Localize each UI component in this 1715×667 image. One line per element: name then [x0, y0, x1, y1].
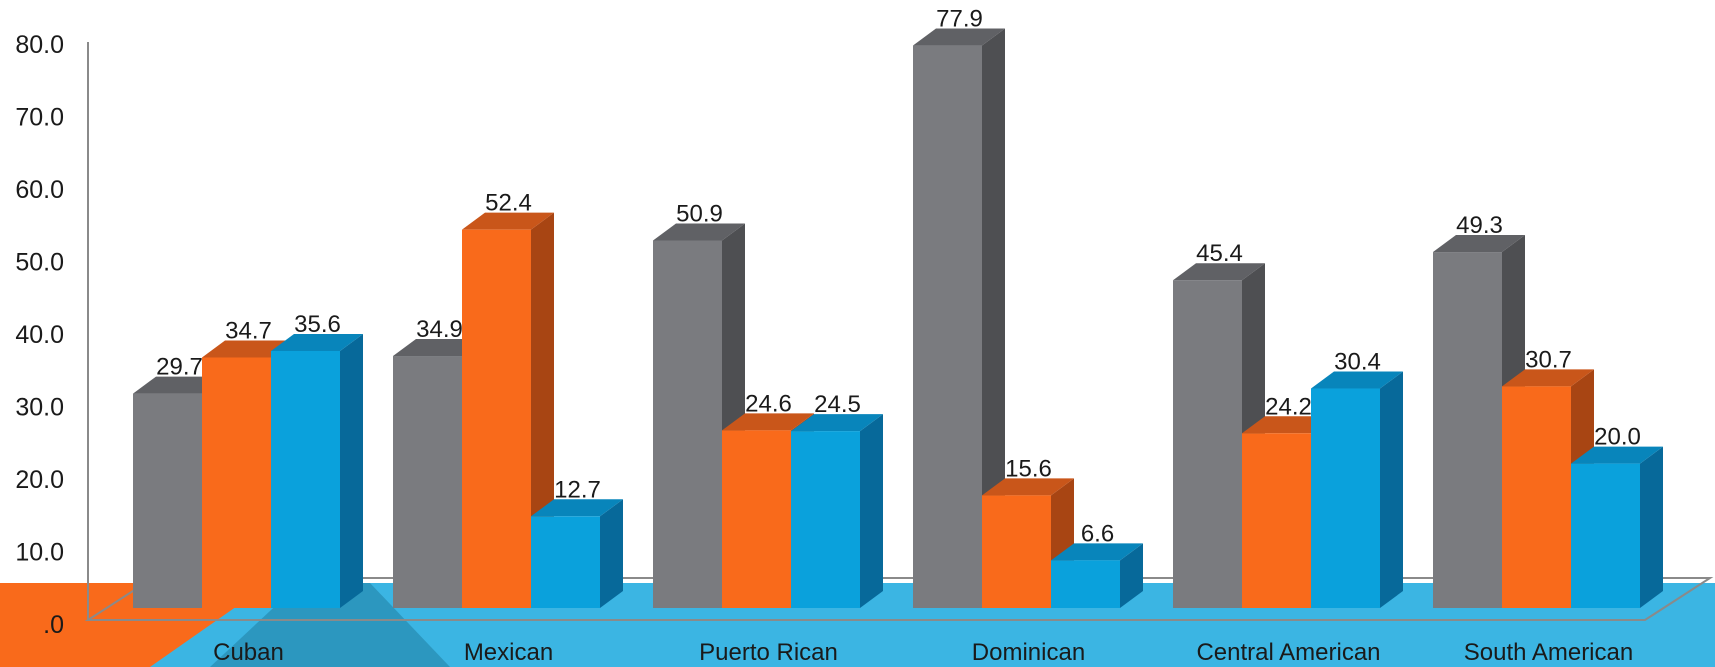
y-tick-label: 10.0 — [15, 539, 64, 567]
data-label: 30.7 — [1525, 346, 1572, 373]
bar-front-face — [1311, 388, 1380, 608]
bar-front-face — [1571, 463, 1640, 608]
bar-front-face — [1433, 252, 1502, 608]
bar-top-face — [1311, 371, 1403, 389]
bar-front-face — [722, 430, 791, 608]
bar-group-dominican — [913, 28, 1143, 608]
data-label: 30.4 — [1334, 349, 1381, 376]
bar — [462, 212, 554, 608]
data-label: 52.4 — [485, 190, 532, 217]
y-axis-ticks: .0 10.0 20.0 30.0 40.0 50.0 60.0 70.0 80.0 — [15, 31, 64, 639]
bar-top-face — [1051, 543, 1143, 561]
bar-front-face — [202, 357, 271, 608]
bar-front-face — [1242, 433, 1311, 608]
y-tick-label: 30.0 — [15, 394, 64, 422]
data-label: 24.6 — [745, 390, 792, 417]
bar — [791, 414, 883, 608]
data-label: 34.9 — [416, 316, 463, 343]
data-label: 34.7 — [225, 317, 272, 344]
data-label: 45.4 — [1196, 240, 1243, 267]
y-tick-label: 40.0 — [15, 321, 64, 349]
data-label: 12.7 — [554, 476, 601, 503]
bar-top-face — [791, 414, 883, 432]
bar-top-face — [982, 478, 1074, 496]
bar-front-face — [913, 45, 982, 608]
data-label: 15.6 — [1005, 455, 1052, 482]
category-label: Dominican — [972, 639, 1085, 666]
category-labels: Cuban Mexican Puerto Rican Dominican Central… — [213, 639, 1633, 666]
data-label: 29.7 — [156, 354, 203, 381]
category-label: Puerto Rican — [699, 639, 838, 666]
data-label: 77.9 — [936, 6, 983, 33]
bar — [531, 499, 623, 608]
bar-front-face — [393, 356, 462, 608]
bar-group-mexican — [393, 212, 623, 608]
bar-group-south-american — [1433, 235, 1663, 608]
data-label: 50.9 — [676, 201, 723, 228]
bar — [1051, 543, 1143, 608]
bar-top-face — [1433, 235, 1525, 253]
category-label: Cuban — [213, 639, 284, 666]
bar-front-face — [1051, 560, 1120, 608]
bar-front-face — [271, 350, 340, 608]
bar-top-face — [1173, 263, 1265, 281]
bar — [271, 333, 363, 608]
bar-side-face — [1120, 543, 1143, 608]
bar-top-face — [271, 333, 363, 351]
data-label: 35.6 — [294, 311, 341, 338]
bar-front-face — [982, 495, 1051, 608]
bar-top-face — [722, 413, 814, 431]
y-tick-label: 50.0 — [15, 249, 64, 277]
bar-top-face — [653, 223, 745, 241]
bar-front-face — [462, 229, 531, 608]
floor-shadow-wedge — [210, 583, 450, 667]
bar-top-face — [1571, 446, 1663, 464]
data-label: 49.3 — [1456, 212, 1503, 239]
bar-front-face — [653, 240, 722, 608]
bars — [133, 28, 1663, 608]
category-label: Central American — [1196, 639, 1380, 666]
bar-front-face — [791, 431, 860, 608]
y-tick-label: 20.0 — [15, 466, 64, 494]
data-labels: 29.7 34.7 35.6 34.9 52.4 12.7 50.9 24.6 24.5 77.9… — [156, 6, 1641, 548]
bar-side-face — [600, 499, 623, 608]
data-label: 20.0 — [1594, 424, 1641, 451]
bar-group-central-american — [1173, 263, 1403, 608]
y-tick-label: 60.0 — [15, 176, 64, 204]
bar — [1571, 446, 1663, 608]
bar-front-face — [133, 393, 202, 608]
bar-side-face — [1380, 371, 1403, 608]
bar-top-face — [531, 499, 623, 517]
floor-outline — [84, 577, 1714, 621]
bar-side-face — [860, 414, 883, 608]
bar — [982, 478, 1074, 608]
data-label: 6.6 — [1081, 520, 1114, 547]
y-tick-label: 80.0 — [15, 31, 64, 59]
category-label: South American — [1464, 639, 1633, 666]
bar-side-face — [340, 333, 363, 608]
bar-side-face — [982, 28, 1005, 608]
bar — [1502, 369, 1594, 608]
bar-group-cuban — [133, 333, 363, 608]
bar-front-face — [531, 516, 600, 608]
bar-top-face — [1502, 369, 1594, 387]
bar-front-face — [1502, 386, 1571, 608]
y-tick-label: .0 — [43, 611, 64, 639]
data-label: 24.5 — [814, 391, 861, 418]
bar — [1311, 371, 1403, 608]
bar-side-face — [1640, 446, 1663, 608]
y-tick-label: 70.0 — [15, 104, 64, 132]
bar-front-face — [1173, 280, 1242, 608]
bar — [913, 28, 1005, 608]
bar-group-puerto-rican — [653, 223, 883, 608]
category-label: Mexican — [464, 639, 553, 666]
bar-top-face — [462, 212, 554, 230]
data-label: 24.2 — [1265, 393, 1312, 420]
bar-top-face — [913, 28, 1005, 46]
